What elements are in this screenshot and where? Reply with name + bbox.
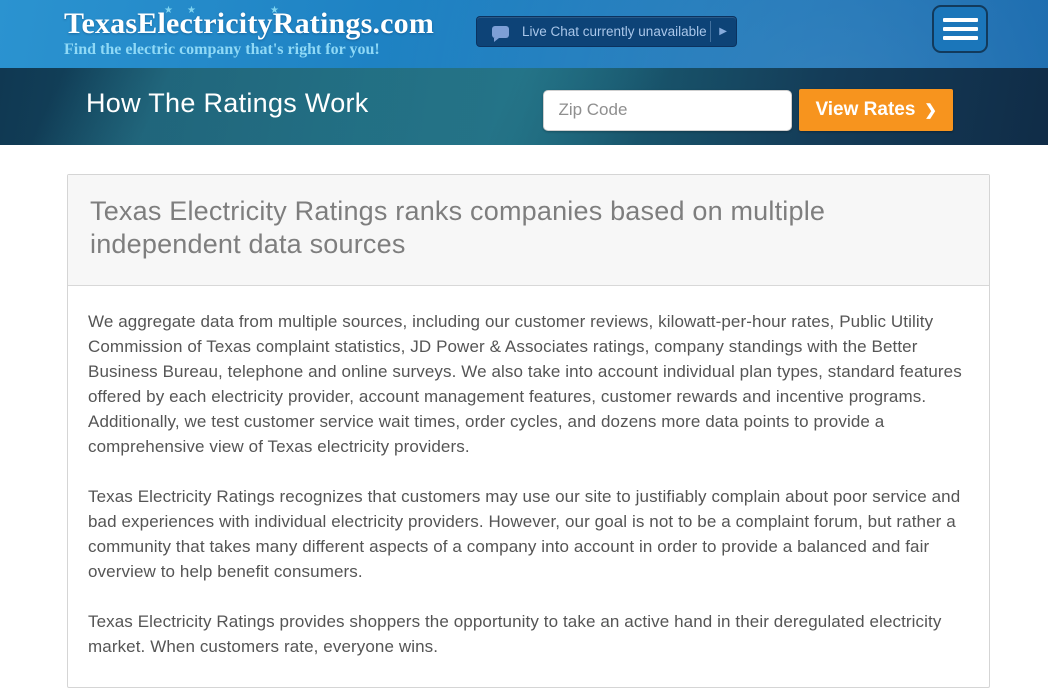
top-header-bar: TexasElectricityRatings.com ★ ★ ★ Find t… bbox=[0, 0, 1048, 68]
hamburger-menu-button[interactable] bbox=[932, 5, 988, 53]
body-paragraph: Texas Electricity Ratings recognizes tha… bbox=[88, 487, 961, 581]
logo-title: TexasElectricityRatings.com bbox=[64, 7, 435, 40]
logo-star-icon: ★ bbox=[270, 5, 279, 16]
sub-header-bar: How The Ratings Work View Rates ❯ bbox=[0, 68, 1048, 145]
page-title: How The Ratings Work bbox=[86, 88, 369, 118]
chevron-right-icon: ❯ bbox=[924, 101, 937, 119]
content-heading: Texas Electricity Ratings ranks companie… bbox=[90, 196, 826, 259]
live-chat-divider bbox=[710, 21, 712, 42]
view-rates-button[interactable]: View Rates ❯ bbox=[799, 89, 953, 131]
zip-code-input[interactable] bbox=[543, 89, 793, 131]
content-heading-section: Texas Electricity Ratings ranks companie… bbox=[68, 175, 989, 286]
logo-star-icon: ★ bbox=[187, 5, 196, 16]
chat-bubble-icon bbox=[492, 25, 509, 42]
hamburger-icon bbox=[942, 18, 978, 22]
hamburger-icon bbox=[942, 27, 978, 31]
content-panel: Texas Electricity Ratings ranks companie… bbox=[67, 174, 990, 688]
content-body: We aggregate data from multiple sources,… bbox=[68, 286, 989, 687]
live-chat-label: Live Chat currently unavailable bbox=[522, 24, 707, 39]
logo-tagline: Find the electric company that's right f… bbox=[64, 41, 380, 58]
hamburger-icon bbox=[942, 36, 978, 40]
site-logo[interactable]: TexasElectricityRatings.com ★ ★ ★ Find t… bbox=[64, 5, 435, 59]
live-chat-button[interactable]: Live Chat currently unavailable ▶ bbox=[476, 16, 737, 47]
body-paragraph: Texas Electricity Ratings provides shopp… bbox=[88, 612, 942, 656]
logo-star-icon: ★ bbox=[164, 5, 173, 16]
zip-search-form: View Rates ❯ bbox=[543, 89, 953, 131]
view-rates-label: View Rates bbox=[815, 99, 916, 120]
arrow-right-icon: ▶ bbox=[719, 26, 727, 37]
body-paragraph: We aggregate data from multiple sources,… bbox=[88, 312, 962, 456]
